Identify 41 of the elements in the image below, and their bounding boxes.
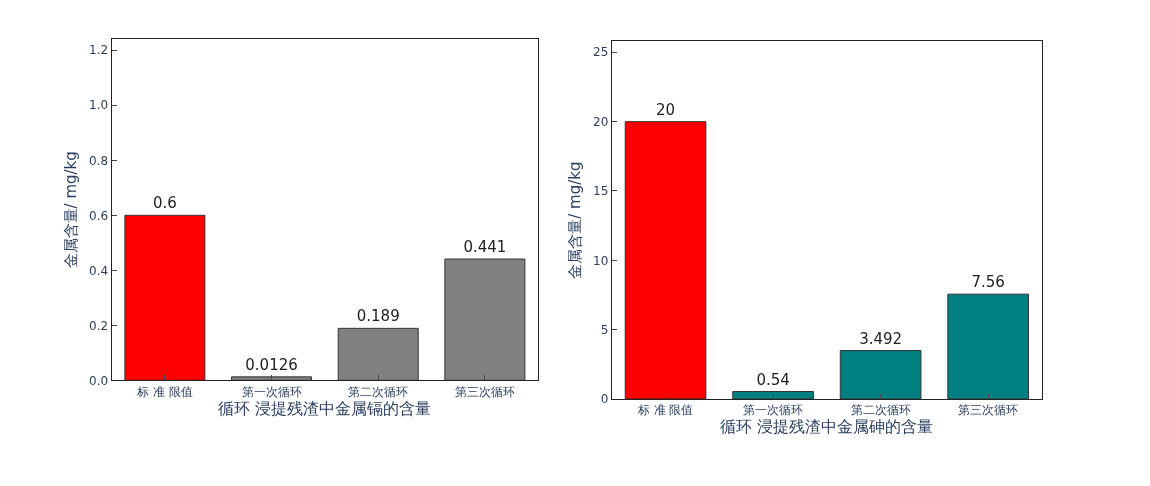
data-label: 0.6 — [152, 194, 177, 213]
bar — [947, 293, 1029, 400]
x-tick-label: 第一次循环 — [743, 403, 804, 418]
y-tick-label: 5 — [600, 322, 609, 337]
y-tick-label: 1.2 — [89, 43, 109, 58]
x-tick-label: 第三次循环 — [958, 403, 1019, 418]
y-tick-label: 0.0 — [89, 373, 109, 388]
y-tick-label: 0.4 — [89, 263, 109, 278]
bar — [231, 376, 313, 381]
x-axis-title: 循环 浸提残渣中金属砷的含量 — [720, 417, 934, 437]
bar — [839, 350, 922, 400]
y-tick-label: 1.0 — [89, 98, 109, 113]
bar — [732, 391, 814, 400]
y-tick-label: 0 — [600, 392, 609, 407]
y-tick-label: 25 — [593, 45, 609, 60]
x-tick-label: 第一次循环 — [241, 384, 302, 399]
y-tick-label: 10 — [593, 253, 609, 268]
bar — [124, 214, 206, 381]
y-tick-label: 15 — [593, 184, 609, 199]
y-axis-title: 金属含量/ mg/kg — [566, 161, 585, 279]
data-label: 20 — [656, 100, 676, 119]
data-label: 0.0126 — [245, 355, 298, 374]
bar — [337, 327, 419, 381]
x-tick-label: 第三次循环 — [454, 384, 515, 399]
x-tick-label: 标 准 限值 — [136, 384, 193, 399]
x-tick-label: 第二次循环 — [348, 384, 409, 399]
data-label: 0.54 — [756, 370, 790, 389]
y-tick-label: 20 — [593, 114, 609, 129]
y-tick-label: 0.2 — [89, 318, 109, 333]
x-tick-label: 标 准 限值 — [636, 403, 694, 418]
data-label: 0.189 — [356, 307, 400, 326]
data-label: 3.492 — [859, 329, 903, 348]
x-axis-title: 循环 浸提残渣中金属镉的含量 — [218, 398, 432, 418]
y-tick-label: 0.6 — [89, 208, 109, 223]
data-label: 7.56 — [971, 273, 1005, 292]
bar — [444, 258, 526, 381]
bar — [624, 121, 707, 400]
data-label: 0.441 — [463, 238, 507, 257]
y-tick-label: 0.8 — [89, 153, 109, 168]
x-tick-label: 第二次循环 — [850, 403, 911, 418]
y-axis-title: 金属含量/ mg/kg — [62, 151, 81, 269]
